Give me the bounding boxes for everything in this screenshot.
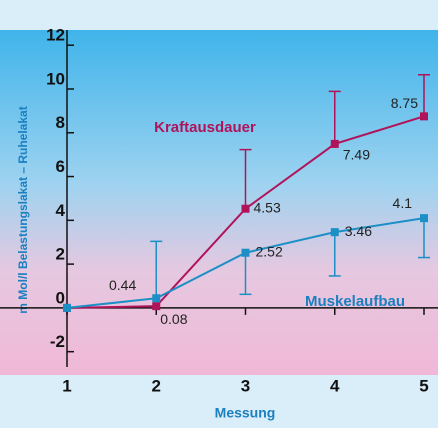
value-label: 4.53 <box>254 199 281 215</box>
value-label: 7.49 <box>343 147 370 163</box>
x-tick-label: 1 <box>62 376 71 395</box>
y-tick-label: 2 <box>56 245 65 264</box>
y-tick-label: 10 <box>46 69 65 88</box>
value-label: 0.44 <box>109 277 136 293</box>
x-tick-label: 2 <box>152 376 161 395</box>
x-axis-label: Messung <box>215 405 276 421</box>
marker <box>241 248 250 257</box>
y-tick-label: 8 <box>56 113 65 132</box>
x-tick-label: 3 <box>241 376 250 395</box>
value-label: 2.52 <box>256 243 283 259</box>
y-axis-label: m Mol/l Belastungslakat – Ruhelakat <box>16 106 30 313</box>
marker <box>63 303 71 312</box>
marker <box>330 139 339 148</box>
plot-background <box>0 30 438 375</box>
marker <box>330 228 339 237</box>
marker <box>152 302 161 311</box>
marker <box>152 294 161 303</box>
value-label: 3.46 <box>345 223 372 239</box>
marker <box>420 214 428 223</box>
marker <box>420 112 428 121</box>
x-tick-label: 5 <box>419 376 428 395</box>
y-tick-label: 12 <box>46 26 65 45</box>
annotation: Muskelaufbau <box>305 293 405 310</box>
y-tick-label: 6 <box>56 157 65 176</box>
y-tick-label: 4 <box>56 201 66 220</box>
marker <box>241 204 250 213</box>
annotation: Kraftausdauer <box>154 119 256 136</box>
y-tick-label: 0 <box>56 288 65 307</box>
value-label: 8.75 <box>391 95 418 111</box>
x-tick-label: 4 <box>330 376 340 395</box>
y-tick-label: -2 <box>50 332 65 351</box>
value-label: 0.08 <box>160 311 187 327</box>
value-label: 4.1 <box>393 195 413 211</box>
